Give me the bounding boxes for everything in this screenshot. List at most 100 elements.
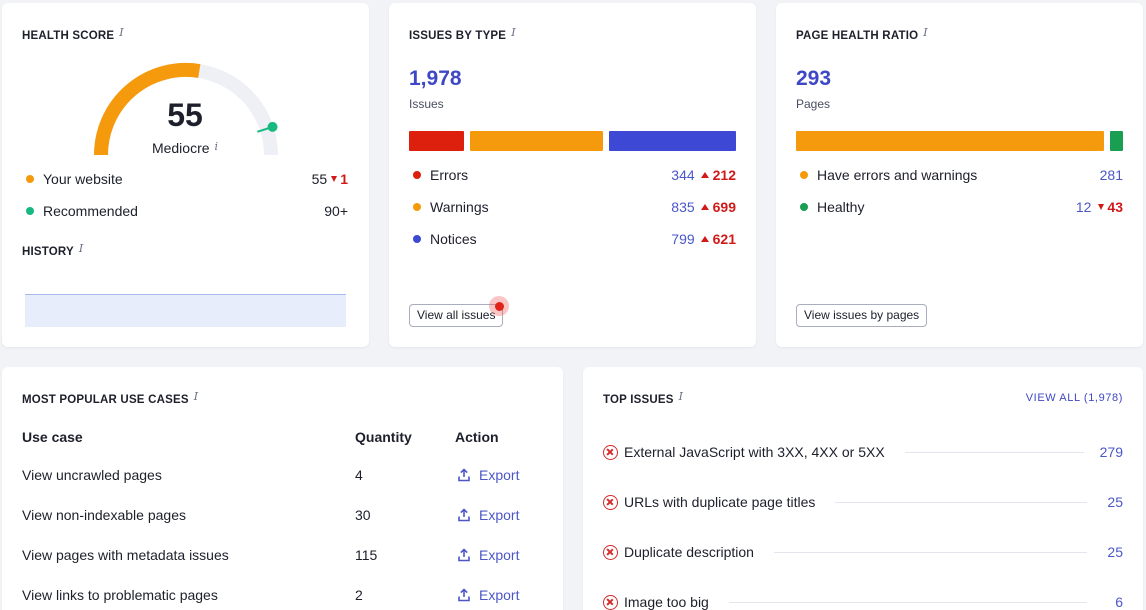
healthy-delta: 43 (1098, 199, 1123, 215)
history-title: HISTORY i (22, 242, 84, 258)
info-icon[interactable]: i (511, 26, 516, 39)
pages-row-healthy[interactable]: Healthy 12 43 (800, 199, 1123, 215)
legend-recommended: Recommended 90+ (26, 203, 348, 219)
info-icon[interactable]: i (923, 26, 928, 39)
legend-dot (413, 203, 421, 211)
pages-healthy-count[interactable]: 12 (1075, 199, 1092, 215)
notices-delta: 621 (700, 231, 736, 247)
list-item[interactable]: External JavaScript with 3XX, 4XX or 5XX… (603, 442, 1123, 462)
col-header-quantity: Quantity (355, 429, 412, 445)
use-case-label: View non-indexable pages (22, 507, 186, 523)
bar-segment-have-errors-and-warnings[interactable] (796, 131, 1104, 151)
use-case-quantity[interactable]: 115 (355, 547, 378, 563)
bar-segment-notices[interactable] (608, 131, 736, 151)
list-item[interactable]: Duplicate description 25 (603, 542, 1123, 562)
issue-count[interactable]: 6 (1115, 594, 1123, 610)
page-health-title: PAGE HEALTH RATIO i (796, 26, 928, 42)
arrow-up-icon (700, 204, 709, 210)
legend-dot (413, 235, 421, 243)
health-score-gauge (94, 62, 278, 156)
your-website-score: 55 (311, 171, 328, 187)
export-button[interactable]: Export (457, 547, 519, 563)
pages-total[interactable]: 293 (796, 67, 832, 90)
list-item[interactable]: Image too big 6 (603, 592, 1123, 610)
info-icon[interactable]: i (119, 26, 124, 39)
arrow-up-icon (700, 172, 709, 178)
use-case-label: View pages with metadata issues (22, 547, 229, 563)
divider (773, 551, 1087, 553)
history-chart (25, 294, 346, 327)
legend-your-website: Your website 55 1 (26, 171, 348, 187)
view-all-issues-link[interactable]: VIEW ALL (1,978) (1025, 392, 1123, 404)
errors-delta: 212 (700, 167, 736, 183)
export-button[interactable]: Export (457, 467, 519, 483)
gauge-fill (94, 62, 201, 156)
error-circle-icon (603, 594, 618, 610)
bar-segment-healthy[interactable] (1109, 131, 1123, 151)
legend-dot (800, 203, 808, 211)
export-icon (458, 588, 470, 602)
pages-stacked-bar (796, 131, 1123, 151)
issue-count[interactable]: 25 (1107, 544, 1123, 560)
divider (835, 501, 1087, 503)
use-case-quantity[interactable]: 2 (355, 587, 363, 603)
your-website-delta: 1 (331, 171, 348, 187)
view-all-issues-button[interactable]: View all issues (409, 304, 504, 327)
warnings-count[interactable]: 835 (671, 199, 695, 215)
use-case-quantity[interactable]: 4 (355, 467, 363, 483)
errors-count[interactable]: 344 (671, 167, 695, 183)
issues-total[interactable]: 1,978 (409, 67, 462, 90)
col-header-use-case: Use case (22, 429, 83, 445)
bar-segment-errors[interactable] (409, 131, 464, 151)
use-case-quantity[interactable]: 30 (355, 507, 371, 523)
bar-segment-warnings[interactable] (469, 131, 603, 151)
error-circle-icon (603, 544, 618, 560)
top-issues-title: TOP ISSUES i (603, 390, 684, 406)
page-health-card: PAGE HEALTH RATIO i 293 Pages Have errors… (776, 3, 1143, 347)
legend-dot (26, 207, 34, 215)
info-icon[interactable]: i (678, 390, 684, 403)
export-button[interactable]: Export (457, 587, 519, 603)
info-icon[interactable]: i (78, 242, 84, 255)
export-icon (458, 548, 470, 562)
legend-dot (26, 175, 34, 183)
notices-count[interactable]: 799 (671, 231, 695, 247)
issue-count[interactable]: 279 (1099, 444, 1123, 460)
notification-dot[interactable] (489, 296, 509, 316)
col-header-action: Action (455, 429, 499, 445)
error-circle-icon (603, 494, 618, 510)
pages-errors-count[interactable]: 281 (1099, 167, 1123, 183)
use-case-label: View uncrawled pages (22, 467, 162, 483)
recommended-score: 90+ (324, 203, 348, 219)
arrow-up-icon (700, 236, 709, 242)
health-score-value: 55 (167, 97, 203, 133)
view-issues-by-pages-button[interactable]: View issues by pages (796, 304, 928, 327)
use-case-label: View links to problematic pages (22, 587, 218, 603)
info-icon[interactable]: i (214, 140, 219, 153)
use-cases-card: MOST POPULAR USE CASES i Use case Quantit… (2, 367, 563, 610)
health-score-rating: Mediocre i (151, 140, 219, 156)
list-item[interactable]: URLs with duplicate page titles 25 (603, 492, 1123, 512)
export-icon (458, 468, 470, 482)
export-icon (458, 508, 470, 522)
info-icon[interactable]: i (193, 390, 199, 403)
arrow-down-icon (331, 176, 338, 182)
legend-dot (800, 171, 808, 179)
use-cases-title: MOST POPULAR USE CASES i (22, 390, 199, 406)
divider (728, 601, 1087, 603)
arrow-down-icon (1098, 204, 1105, 210)
issues-by-type-card: ISSUES BY TYPE i 1,978 Issues Errors 344 … (389, 3, 756, 347)
warnings-delta: 699 (700, 199, 736, 215)
error-circle-icon (603, 444, 618, 460)
health-score-card: HEALTH SCORE i 55 Mediocre i Your website … (2, 3, 369, 347)
issues-row-errors[interactable]: Errors 344 212 (413, 167, 736, 183)
issues-stacked-bar (409, 131, 736, 151)
top-issues-card: TOP ISSUES i VIEW ALL (1,978) External Ja… (583, 367, 1143, 610)
issues-row-notices[interactable]: Notices 799 621 (413, 231, 736, 247)
export-button[interactable]: Export (457, 507, 519, 523)
issues-row-warnings[interactable]: Warnings 835 699 (413, 199, 736, 215)
issue-count[interactable]: 25 (1107, 494, 1123, 510)
divider (904, 451, 1084, 453)
pages-row-errors-warnings[interactable]: Have errors and warnings 281 (800, 167, 1123, 183)
gauge-recommended-dot (267, 121, 278, 132)
